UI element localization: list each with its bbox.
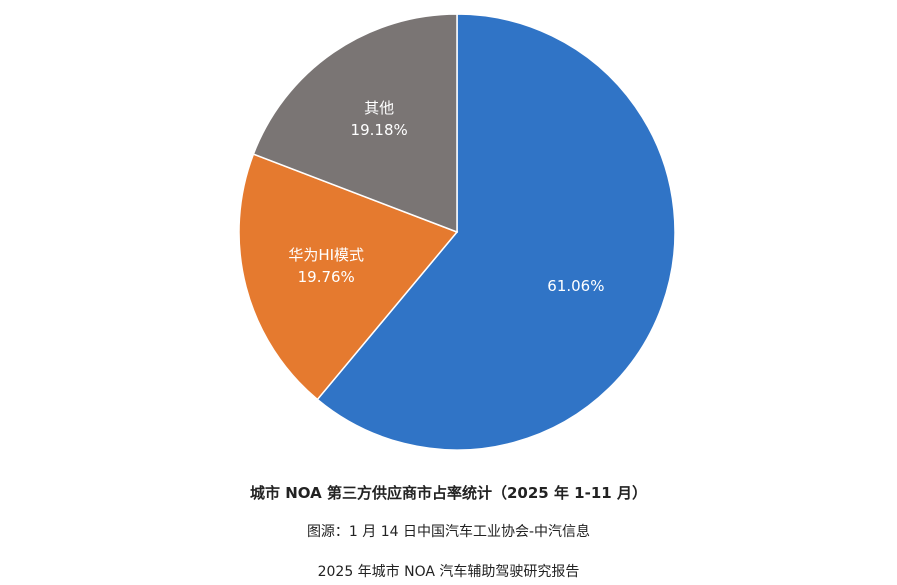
- source-caption: 图源：1 月 14 日中国汽车工业协会-中汽信息: [306, 524, 591, 540]
- report-caption: 2025 年城市 NOA 汽车辅助驾驶研究报告: [317, 564, 580, 580]
- pie-slice-1: [238, 153, 459, 401]
- chart-title: 城市 NOA 第三方供应商市占率统计（2025 年 1-11 月）: [250, 484, 647, 502]
- slice-name-label-1: 华为HI模式: [288, 246, 364, 264]
- pie-slice-2: [252, 13, 458, 234]
- pie-chart: 61.06% 华为HI模式 19.76% 其他 19.18%: [238, 13, 676, 451]
- pie-slice-0: [316, 13, 676, 451]
- slice-value-label-2: 19.18%: [351, 121, 408, 139]
- slice-name-label-2: 其他: [364, 99, 394, 117]
- slice-value-label-0: 61.06%: [547, 277, 604, 295]
- slice-value-label-1: 19.76%: [298, 268, 355, 286]
